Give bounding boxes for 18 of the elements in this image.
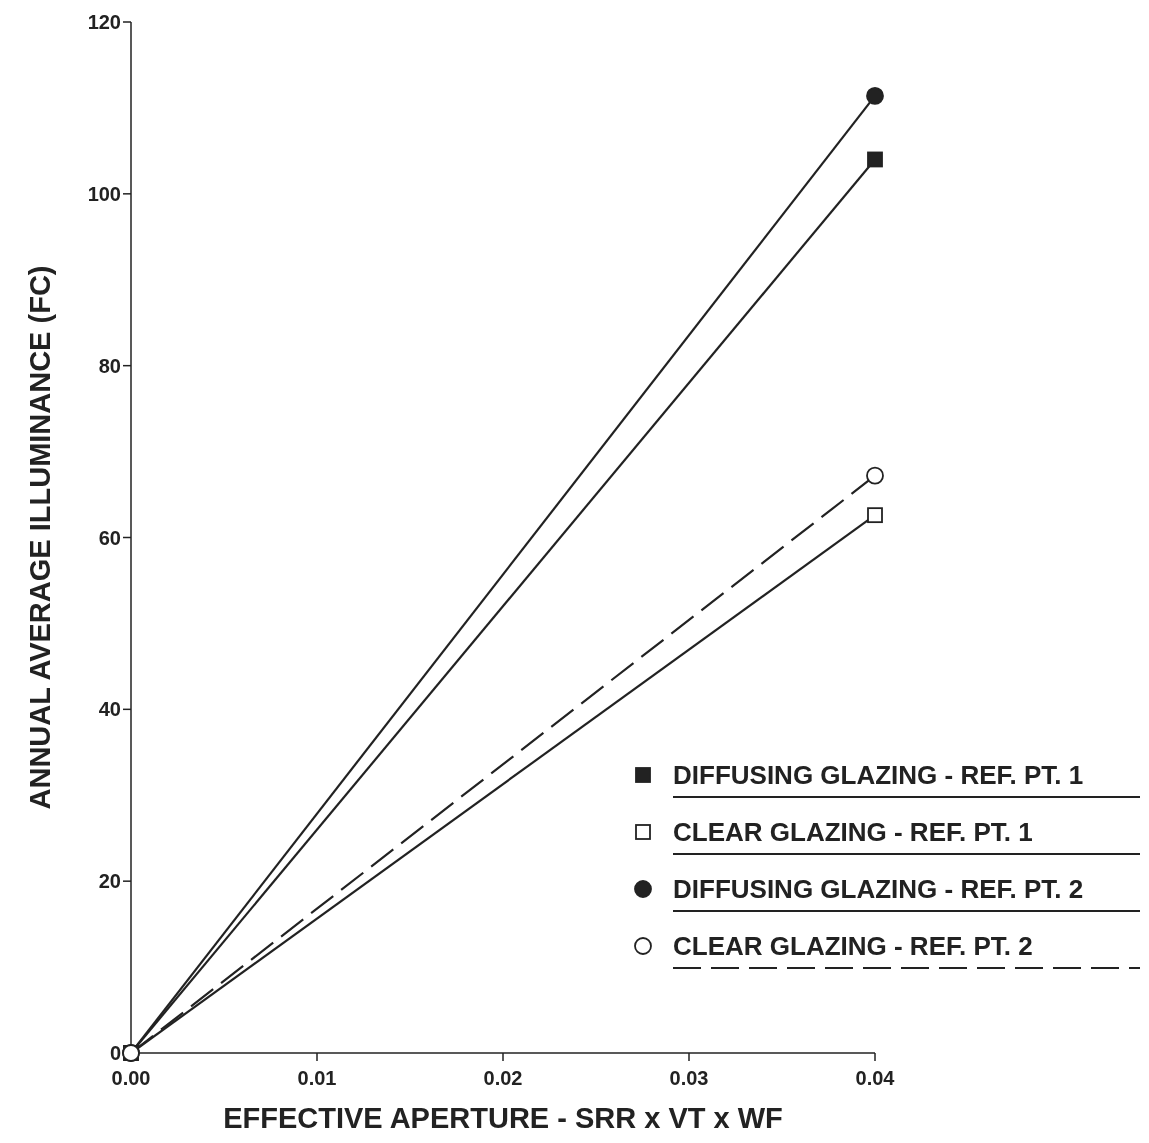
y-tick-label: 60 <box>98 526 121 549</box>
x-tick-label: 0.00 <box>111 1067 151 1089</box>
legend-label: DIFFUSING GLAZING - REF. PT. 1 <box>673 760 1084 791</box>
x-tick-label: 0.01 <box>297 1067 337 1089</box>
x-tick-label: 0.02 <box>483 1067 523 1089</box>
x-axis-title: EFFECTIVE APERTURE - SRR x VT x WF <box>223 1102 783 1134</box>
y-axis-title: ANNUAL AVERAGE ILLUMINANCE (FC) <box>24 265 56 810</box>
y-tick-label: 80 <box>98 354 121 377</box>
legend-label: CLEAR GLAZING - REF. PT. 2 <box>673 931 1033 962</box>
x-tick-label: 0.04 <box>855 1067 896 1089</box>
y-tick-label: 120 <box>87 11 121 33</box>
y-tick-label: 100 <box>87 182 121 205</box>
legend-label: DIFFUSING GLAZING - REF. PT. 2 <box>673 874 1084 905</box>
y-tick-label: 0 <box>109 1042 121 1064</box>
y-tick-label: 40 <box>98 698 121 721</box>
x-tick-label: 0.03 <box>669 1067 709 1089</box>
legend-label: CLEAR GLAZING - REF. PT. 1 <box>673 817 1033 848</box>
y-tick-label: 20 <box>98 870 121 893</box>
